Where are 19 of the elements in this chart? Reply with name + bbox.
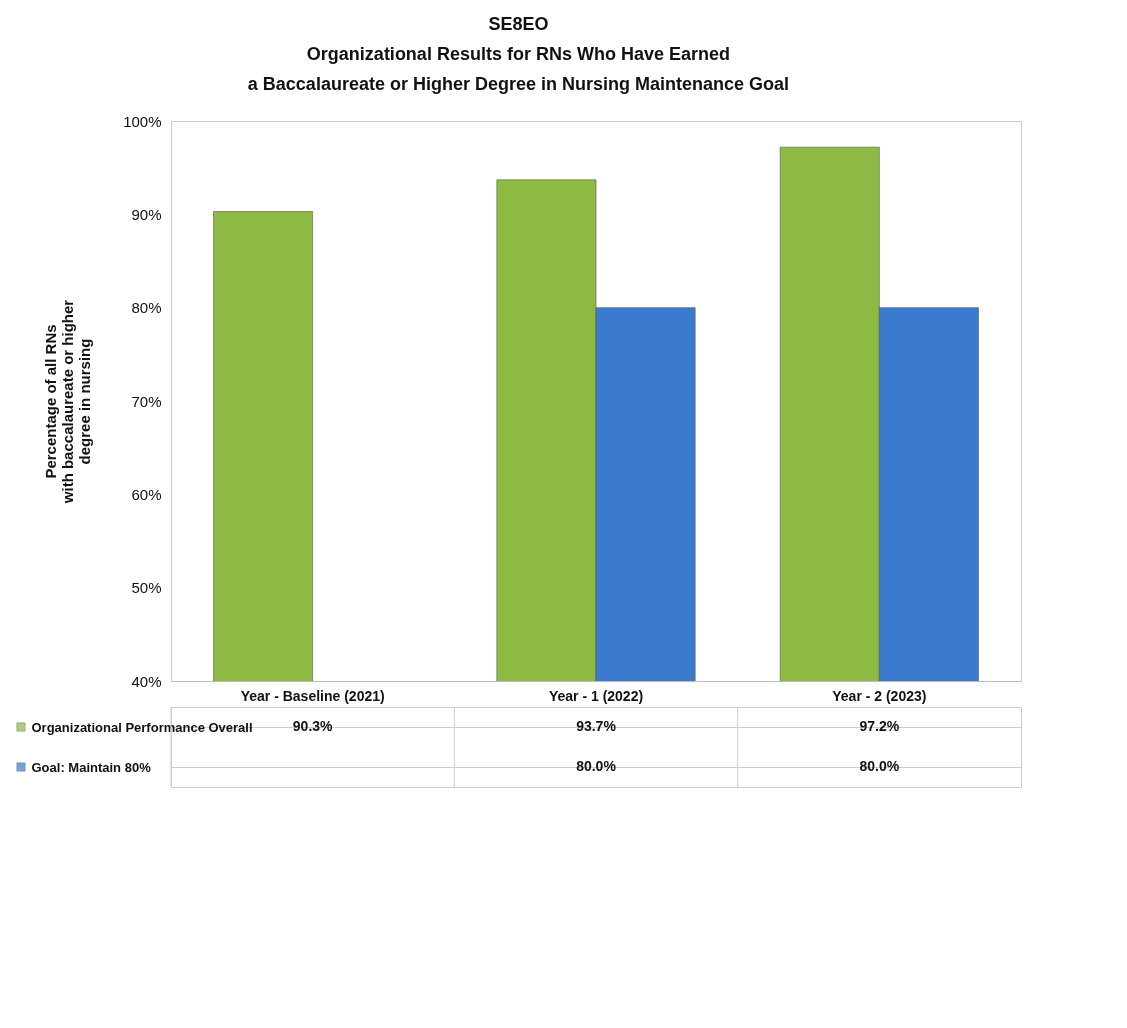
x-tick-label: Year - 2 (2023) <box>832 687 927 704</box>
legend-label: Goal: Maintain 80% <box>31 759 152 775</box>
y-axis-title: Percentage of all RNs with baccalaureate or higher degree in nursing <box>42 299 94 505</box>
data-label: 93.7% <box>576 718 617 734</box>
y-tick-label: 90% <box>131 205 162 223</box>
y-tick-label: 60% <box>131 485 162 503</box>
chart-title: SE8EO Organizational Results for RNs Who Have Earned a Baccalaureate or Higher Degree in Nursing Maintenance Goal <box>247 13 789 94</box>
y-tick-label: 80% <box>131 299 162 317</box>
data-label: 80.0% <box>576 758 617 774</box>
data-label: 80.0% <box>859 758 900 774</box>
x-tick-label: Year - 1 (2022) <box>548 687 644 704</box>
y-tick-label: 40% <box>131 672 162 690</box>
legend-label: Organizational Performance Overall <box>31 719 253 735</box>
data-label: 90.3% <box>292 718 334 734</box>
y-tick-label: 100% <box>123 112 162 130</box>
data-label: 97.2% <box>859 718 900 734</box>
y-tick-label: 50% <box>131 579 162 597</box>
y-tick-label: 70% <box>131 392 162 410</box>
x-tick-label: Year - Baseline (2021) <box>240 687 385 704</box>
